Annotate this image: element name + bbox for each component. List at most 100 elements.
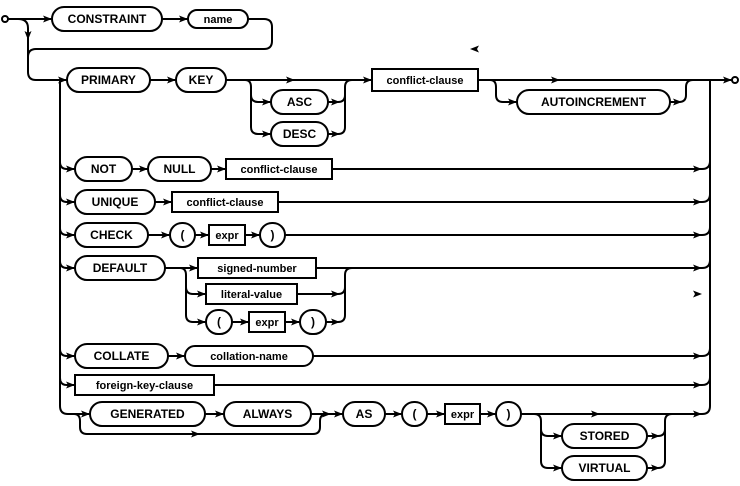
arrow-right-icon [262,98,271,106]
terminal-generated: GENERATED [89,401,206,427]
node-label: STORED [580,429,630,443]
arrow-down-icon [24,31,32,40]
nonterminal-gen-expr: expr [444,403,481,425]
terminal-gen-rparen: ) [495,401,522,427]
nonterminal-box [171,191,279,213]
arrow-right-icon [66,381,75,389]
terminal-check: CHECK [74,222,149,248]
nonterminal-check-expr: expr [208,224,246,246]
arrow-right-icon [191,430,200,438]
node-label: ) [507,407,511,421]
arrow-right-icon [693,264,702,272]
arrow-right-icon [551,76,560,84]
terminal-virtual: VIRTUAL [561,455,648,481]
node-label: CHECK [90,228,133,242]
nonterminal-box [225,158,333,180]
arrow-right-icon [693,410,702,418]
node-label: VIRTUAL [579,461,631,475]
arrow-right-icon [189,264,198,272]
arrow-right-icon [66,264,75,272]
arrow-right-icon [81,410,90,418]
terminal-shape [66,67,151,93]
arrow-right-icon [363,76,372,84]
nonterminal-box [197,257,317,279]
nonterminal-box [205,283,298,305]
diagram-nodes: CONSTRAINT name PRIMARY KEY ASC DESC conflict-… [51,6,671,481]
node-label: UNIQUE [92,195,139,209]
node-label: NOT [91,162,117,176]
node-label: AUTOINCREMENT [541,95,647,109]
node-label: ALWAYS [243,407,293,421]
terminal-shape [74,255,166,281]
arrow-right-icon [43,15,52,23]
terminal-asc: ASC [270,89,329,115]
arrow-right-icon [553,432,562,440]
terminal-default: DEFAULT [74,255,166,281]
terminal-shape [223,401,312,427]
arrow-right-icon [331,290,340,298]
node-label: signed-number [217,263,297,275]
terminal-shape [51,6,163,32]
node-label: KEY [189,73,214,87]
arrow-right-icon [487,410,496,418]
node-label: DEFAULT [93,261,148,275]
terminal-shape [342,401,386,427]
terminal-shape [175,67,227,93]
arrow-right-icon [163,198,172,206]
start-marker [1,15,9,23]
arrow-right-icon [66,231,75,239]
terminal-constraint: CONSTRAINT [51,6,163,32]
arrow-right-icon [66,198,75,206]
arrow-right-icon [651,432,660,440]
terminal-primary: PRIMARY [66,67,151,93]
node-label: ( [181,228,185,242]
arrow-right-icon [240,318,249,326]
nonterminal-box [371,68,479,92]
nonterminal-literal-value: literal-value [205,283,298,305]
node-label: ) [271,228,275,242]
node-label: AS [356,407,373,421]
arrow-right-icon [286,76,295,84]
terminal-shape [89,401,206,427]
terminal-shape [187,9,249,29]
arrow-right-icon [331,98,340,106]
terminal-shape [401,401,428,427]
nonterminal-signed-number: signed-number [197,257,317,279]
terminal-shape [74,343,169,369]
arrow-right-icon [693,290,702,298]
arrow-right-icon [673,98,682,106]
node-label: CONSTRAINT [68,12,147,26]
terminal-shape [270,89,329,115]
terminal-as: AS [342,401,386,427]
arrow-right-icon [58,76,67,84]
nonterminal-box [248,311,286,333]
terminal-shape [74,189,156,215]
terminal-shape [205,309,233,335]
node-label: ( [413,407,417,421]
terminal-stored: STORED [561,423,648,449]
terminal-shape [184,345,314,367]
arrow-right-icon [161,231,170,239]
node-label: conflict-clause [240,164,317,176]
arrow-right-icon [139,165,148,173]
arrow-right-icon [334,410,343,418]
arrow-right-icon [167,76,176,84]
node-label: NULL [164,162,196,176]
terminal-def-rparen: ) [299,309,327,335]
end-marker [731,76,739,84]
nonterminal-def-expr: expr [248,311,286,333]
diagram-arrows [24,15,732,472]
terminal-collation-name: collation-name [184,345,314,367]
terminal-always: ALWAYS [223,401,312,427]
terminal-name: name [187,9,249,29]
terminal-not: NOT [74,156,133,182]
terminal-unique: UNIQUE [74,189,156,215]
arrow-right-icon [66,165,75,173]
node-label: name [204,14,233,26]
terminal-shape [299,309,327,335]
arrow-right-icon [693,381,702,389]
terminal-shape [495,401,522,427]
arrow-right-icon [262,130,271,138]
nonterminal-pk-conflict: conflict-clause [371,68,479,92]
arrow-right-icon [200,231,209,239]
